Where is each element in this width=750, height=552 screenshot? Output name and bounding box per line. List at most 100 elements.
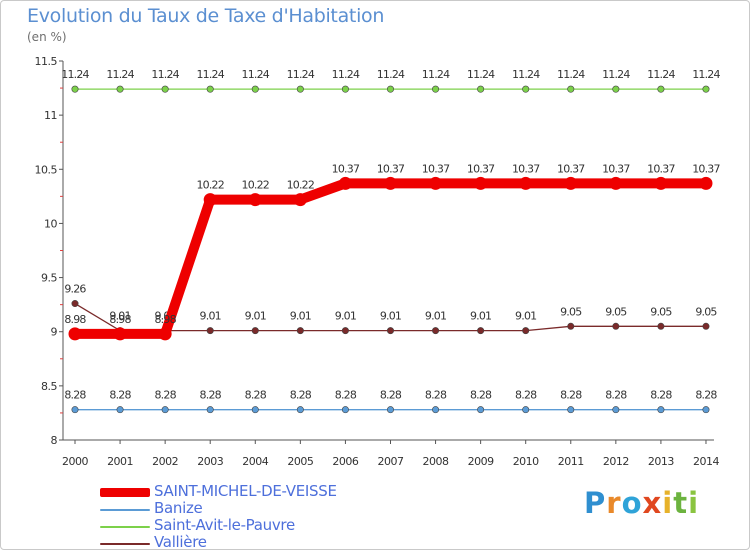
x-tick-label: 2007 <box>377 455 403 468</box>
data-label: 8.98 <box>109 313 131 326</box>
data-point <box>251 406 259 414</box>
data-label: 9.05 <box>695 305 717 318</box>
x-tick-label: 2001 <box>107 455 133 468</box>
data-point <box>657 322 665 330</box>
data-label: 11.24 <box>151 68 179 81</box>
data-point <box>116 406 124 414</box>
data-point <box>567 322 575 330</box>
data-label: 9.01 <box>515 310 536 323</box>
data-point <box>341 327 349 335</box>
x-tick-label: 2003 <box>197 455 223 468</box>
data-label: 11.24 <box>106 68 134 81</box>
data-label: 11.24 <box>647 68 675 81</box>
data-point <box>657 85 665 93</box>
data-point <box>206 85 214 93</box>
data-label: 10.37 <box>422 162 450 175</box>
data-point <box>519 176 533 190</box>
y-tick-label: 8 <box>51 434 58 447</box>
data-point <box>654 176 668 190</box>
data-label: 8.98 <box>64 313 86 326</box>
data-label: 11.24 <box>467 68 495 81</box>
data-point <box>567 85 575 93</box>
data-point <box>293 193 307 207</box>
data-label: 8.28 <box>290 389 312 402</box>
data-point <box>251 327 259 335</box>
y-tick-label: 10 <box>44 217 57 230</box>
data-label: 9.01 <box>425 310 446 323</box>
data-point <box>477 85 485 93</box>
x-tick-label: 2004 <box>242 455 268 468</box>
data-label: 11.24 <box>602 68 630 81</box>
data-label: 8.28 <box>380 389 402 402</box>
data-label: 10.37 <box>557 162 585 175</box>
data-label: 10.37 <box>377 162 405 175</box>
data-point <box>296 327 304 335</box>
x-tick-label: 2009 <box>468 455 494 468</box>
data-point <box>477 406 485 414</box>
data-label: 9.01 <box>380 310 401 323</box>
series-saint-michel-de-veisse: 8.98 8.98 8.98 10.22 10.22 10.22 10.37 10.37 10.… <box>64 162 721 341</box>
data-point <box>71 85 79 93</box>
data-label: 10.37 <box>467 162 495 175</box>
data-label: 9.05 <box>605 305 627 318</box>
data-label: 11.24 <box>512 68 540 81</box>
data-point <box>432 85 440 93</box>
x-tick-label: 2014 <box>693 455 719 468</box>
data-point <box>699 176 713 190</box>
data-label: 10.37 <box>332 162 360 175</box>
data-label: 10.37 <box>602 162 630 175</box>
y-tick-label: 11 <box>44 109 57 122</box>
data-label: 11.24 <box>422 68 450 81</box>
data-point <box>609 176 623 190</box>
data-label: 9.05 <box>560 305 582 318</box>
legend-swatch <box>100 543 150 545</box>
data-label: 10.37 <box>512 162 540 175</box>
y-tick-label: 8.5 <box>41 380 57 393</box>
data-point <box>657 406 665 414</box>
data-point <box>612 85 620 93</box>
data-point <box>296 85 304 93</box>
data-label: 11.24 <box>557 68 585 81</box>
data-label: 8.28 <box>650 389 672 402</box>
data-label: 8.28 <box>605 389 627 402</box>
data-label: 11.24 <box>61 68 89 81</box>
data-point <box>206 406 214 414</box>
data-point <box>567 406 575 414</box>
data-label: 9.01 <box>245 310 266 323</box>
data-label: 9.26 <box>64 283 86 296</box>
data-point <box>248 193 262 207</box>
legend-swatch <box>100 488 150 497</box>
chart-title: Evolution du Taux de Taxe d'Habitation <box>27 5 385 27</box>
data-point <box>113 327 127 341</box>
data-point <box>612 406 620 414</box>
data-label: 11.24 <box>377 68 405 81</box>
x-tick-label: 2013 <box>648 455 674 468</box>
data-label: 10.22 <box>287 179 315 192</box>
data-label: 8.28 <box>154 389 176 402</box>
data-point <box>203 193 217 207</box>
data-label: 8.28 <box>425 389 447 402</box>
data-label: 11.24 <box>242 68 270 81</box>
data-point <box>702 406 710 414</box>
data-point <box>477 327 485 335</box>
legend-label: SAINT-MICHEL-DE-VEISSE <box>154 482 337 500</box>
data-point <box>386 406 394 414</box>
data-point <box>71 406 79 414</box>
x-tick-label: 2002 <box>152 455 178 468</box>
data-label: 10.37 <box>647 162 675 175</box>
data-point <box>68 327 82 341</box>
data-point <box>522 327 530 335</box>
data-label: 9.01 <box>470 310 491 323</box>
data-label: 8.98 <box>154 313 176 326</box>
data-label: 9.01 <box>290 310 311 323</box>
data-point <box>386 327 394 335</box>
y-tick-label: 11.5 <box>35 55 58 68</box>
data-point <box>564 176 578 190</box>
data-label: 11.24 <box>692 68 720 81</box>
data-point <box>702 322 710 330</box>
data-point <box>206 327 214 335</box>
data-point <box>338 176 352 190</box>
series-valli-re: 9.26 9.01 9.01 9.01 9.01 9.01 9.01 9.01 9.01 9.01… <box>64 283 718 335</box>
series-banize: 8.28 8.28 8.28 8.28 8.28 8.28 8.28 8.28 8.28 8.28… <box>64 389 718 414</box>
data-point <box>341 85 349 93</box>
